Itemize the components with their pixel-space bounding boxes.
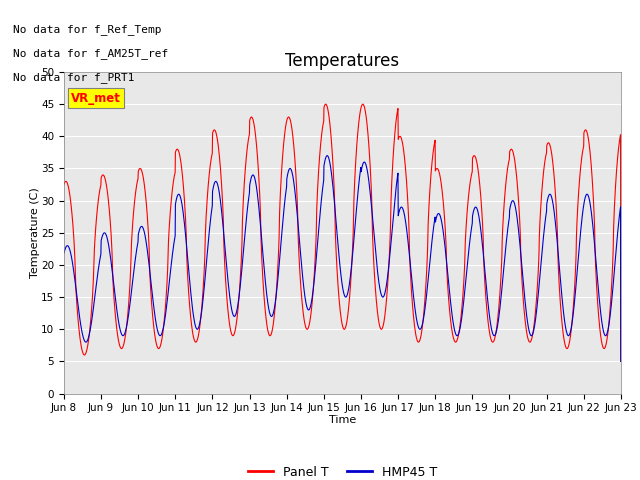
Text: No data for f_Ref_Temp: No data for f_Ref_Temp	[13, 24, 161, 35]
X-axis label: Time: Time	[329, 415, 356, 425]
Y-axis label: Temperature (C): Temperature (C)	[29, 187, 40, 278]
Text: No data for f_AM25T_ref: No data for f_AM25T_ref	[13, 48, 168, 59]
Text: No data for f_PRT1: No data for f_PRT1	[13, 72, 134, 83]
Text: VR_met: VR_met	[71, 92, 121, 105]
Title: Temperatures: Temperatures	[285, 52, 399, 71]
Legend: Panel T, HMP45 T: Panel T, HMP45 T	[243, 461, 442, 480]
